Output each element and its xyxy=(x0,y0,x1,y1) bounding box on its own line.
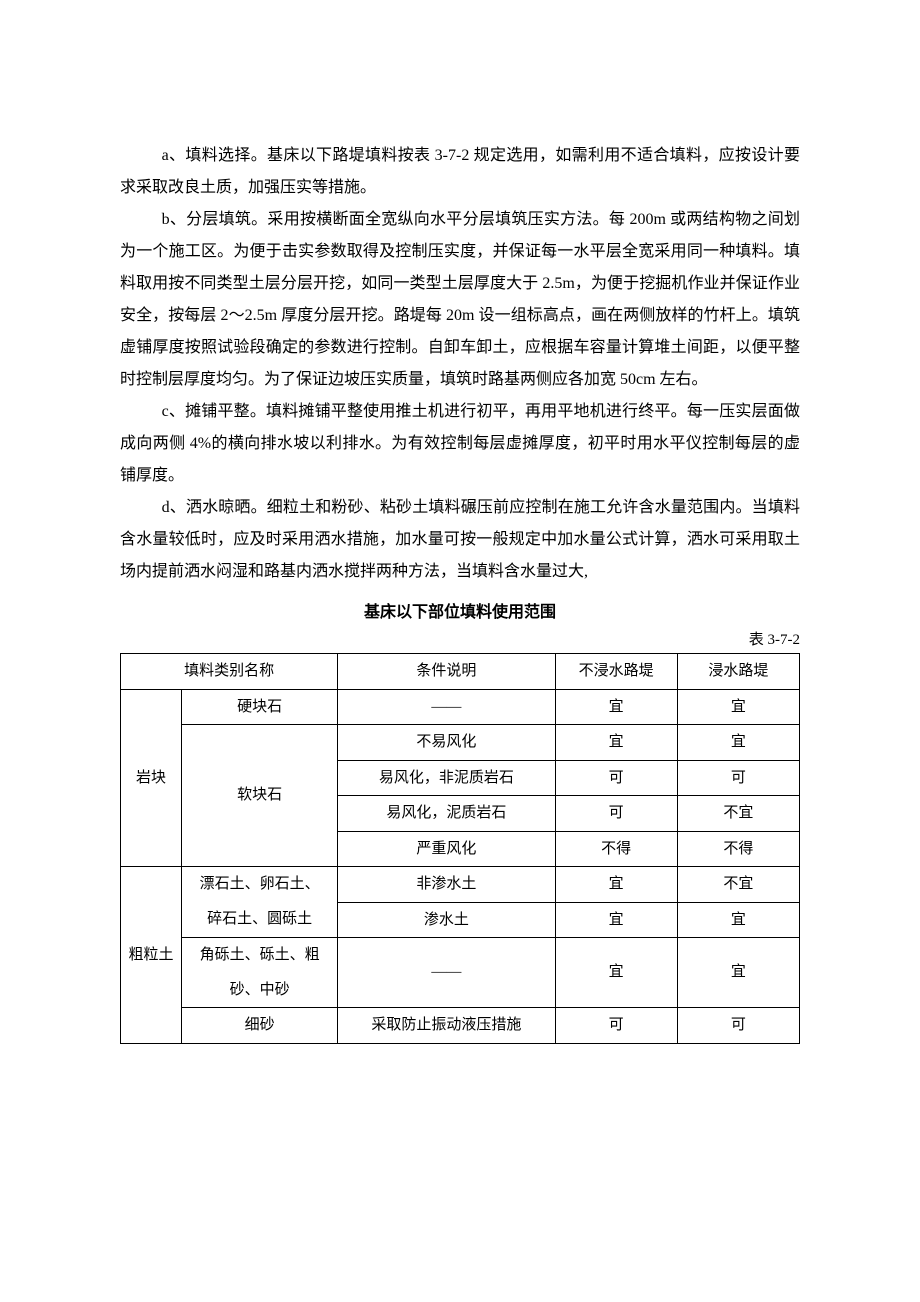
cell-cond: 非渗水土 xyxy=(338,867,555,903)
cell-dry: 宜 xyxy=(555,902,677,938)
cell-wet: 不得 xyxy=(677,831,799,867)
cell-dry: 宜 xyxy=(555,689,677,725)
cell-dry: 宜 xyxy=(555,725,677,761)
cell-wet: 可 xyxy=(677,760,799,796)
cell-dry: 可 xyxy=(555,760,677,796)
cell-soft-rock: 软块石 xyxy=(182,725,338,867)
material-usage-table: 填料类别名称 条件说明 不浸水路堤 浸水路堤 岩块 硬块石 —— 宜 宜 软块石… xyxy=(120,653,800,1044)
header-wet: 浸水路堤 xyxy=(677,654,799,690)
cell-cond: 严重风化 xyxy=(338,831,555,867)
cell-sub-gravel-b: 砂、中砂 xyxy=(182,973,338,1008)
cell-dry: 宜 xyxy=(555,867,677,903)
table-header-row: 填料类别名称 条件说明 不浸水路堤 浸水路堤 xyxy=(121,654,800,690)
table-row: 岩块 硬块石 —— 宜 宜 xyxy=(121,689,800,725)
cell-cond: 易风化，非泥质岩石 xyxy=(338,760,555,796)
table-row: 软块石 不易风化 宜 宜 xyxy=(121,725,800,761)
header-dry: 不浸水路堤 xyxy=(555,654,677,690)
cell-hard-rock: 硬块石 xyxy=(182,689,338,725)
cell-cond: 不易风化 xyxy=(338,725,555,761)
table-title: 基床以下部位填料使用范围 xyxy=(120,598,800,622)
cell-wet: 不宜 xyxy=(677,796,799,832)
cell-sub-boulder-a: 漂石土、卵石土、 xyxy=(182,867,338,903)
cell-cond: —— xyxy=(338,689,555,725)
cell-dry: 可 xyxy=(555,796,677,832)
page: a、填料选择。基床以下路堤填料按表 3-7-2 规定选用，如需利用不适合填料，应… xyxy=(0,0,920,1302)
paragraph-d: d、洒水晾晒。细粒土和粉砂、粘砂土填料碾压前应控制在施工允许含水量范围内。当填料… xyxy=(120,492,800,588)
cell-rock-group: 岩块 xyxy=(121,689,182,867)
paragraph-c: c、摊铺平整。填料摊铺平整使用推土机进行初平，再用平地机进行终平。每一压实层面做… xyxy=(120,396,800,492)
paragraph-a: a、填料选择。基床以下路堤填料按表 3-7-2 规定选用，如需利用不适合填料，应… xyxy=(120,140,800,204)
cell-sub-gravel-a: 角砾土、砾土、粗 xyxy=(182,938,338,973)
paragraph-b: b、分层填筑。采用按横断面全宽纵向水平分层填筑压实方法。每 200m 或两结构物… xyxy=(120,204,800,396)
cell-wet: 可 xyxy=(677,1008,799,1044)
cell-dry: 宜 xyxy=(555,938,677,1008)
header-condition: 条件说明 xyxy=(338,654,555,690)
cell-cond: 采取防止振动液压措施 xyxy=(338,1008,555,1044)
cell-cond: —— xyxy=(338,938,555,1008)
cell-wet: 宜 xyxy=(677,725,799,761)
cell-dry: 不得 xyxy=(555,831,677,867)
cell-sub-boulder-b: 碎石土、圆砾土 xyxy=(182,902,338,938)
table-number-label: 表 3-7-2 xyxy=(120,628,800,649)
table-row: 粗粒土 漂石土、卵石土、 非渗水土 宜 不宜 xyxy=(121,867,800,903)
cell-wet: 不宜 xyxy=(677,867,799,903)
cell-sub-fine-sand: 细砂 xyxy=(182,1008,338,1044)
header-category: 填料类别名称 xyxy=(121,654,338,690)
cell-wet: 宜 xyxy=(677,689,799,725)
cell-cond: 渗水土 xyxy=(338,902,555,938)
table-row: 角砾土、砾土、粗 —— 宜 宜 xyxy=(121,938,800,973)
table-row: 细砂 采取防止振动液压措施 可 可 xyxy=(121,1008,800,1044)
cell-coarse-group: 粗粒土 xyxy=(121,867,182,1044)
table-row: 碎石土、圆砾土 渗水土 宜 宜 xyxy=(121,902,800,938)
cell-wet: 宜 xyxy=(677,938,799,1008)
cell-wet: 宜 xyxy=(677,902,799,938)
cell-cond: 易风化，泥质岩石 xyxy=(338,796,555,832)
cell-dry: 可 xyxy=(555,1008,677,1044)
